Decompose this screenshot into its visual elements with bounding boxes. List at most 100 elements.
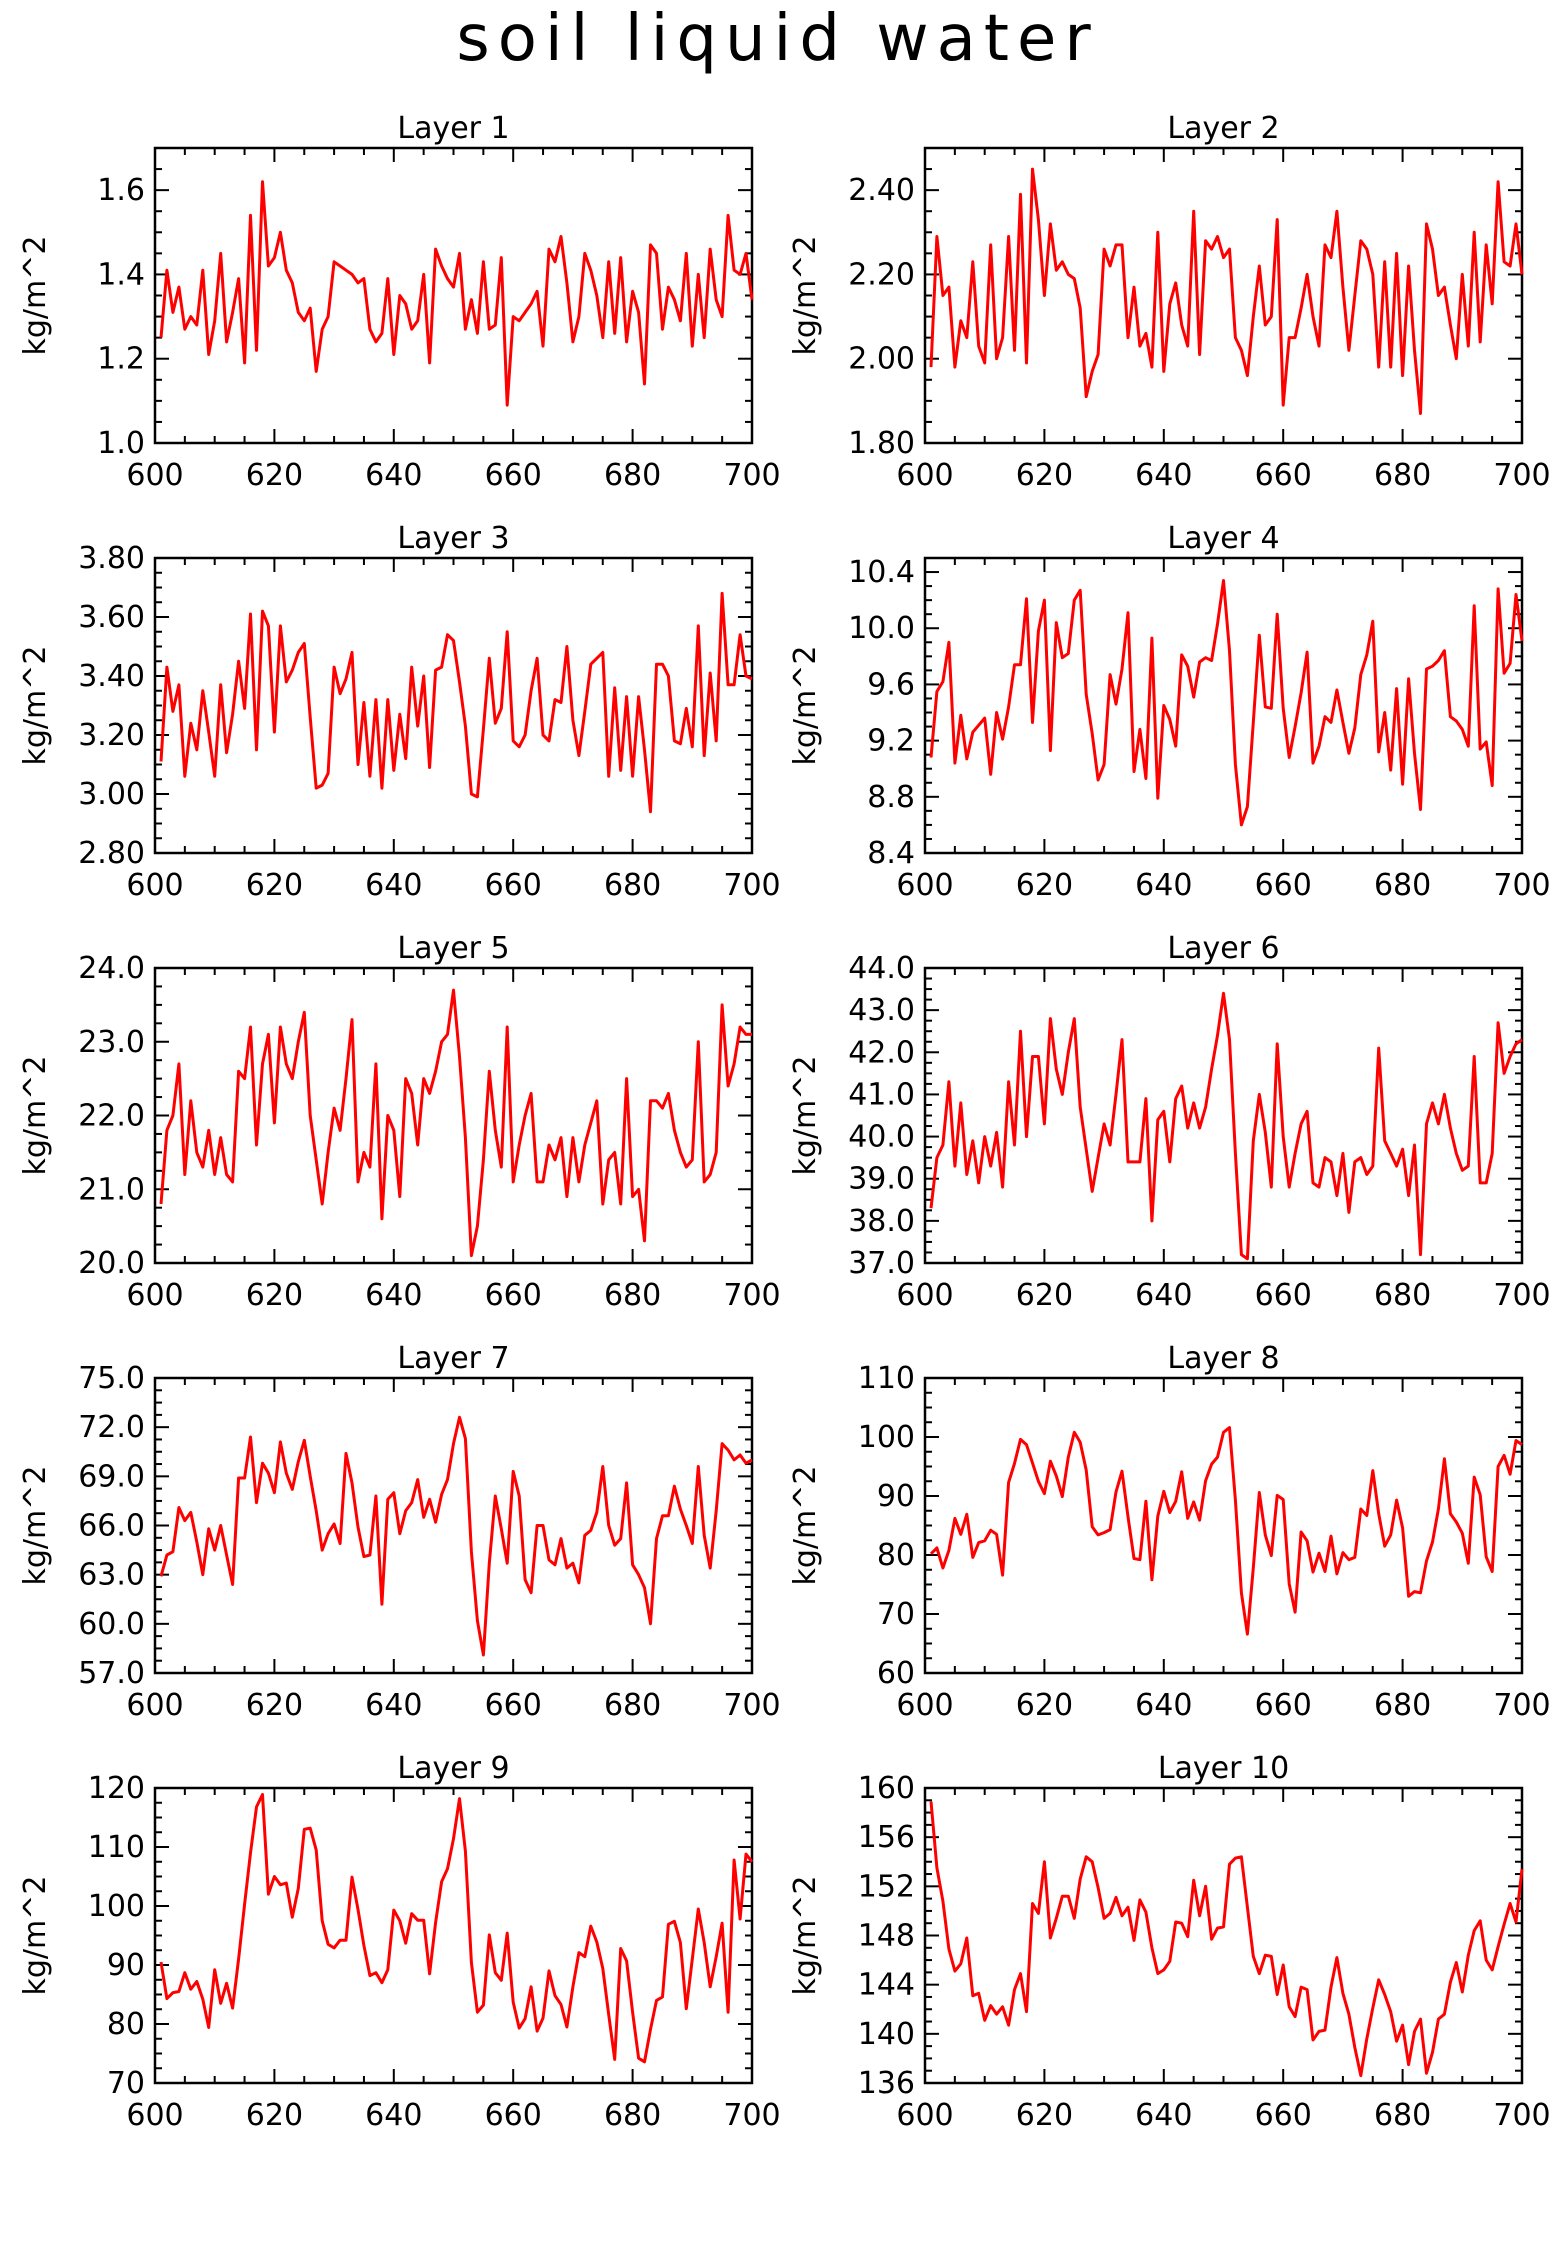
x-tick-label: 680 [604, 458, 661, 493]
y-tick-label: 120 [88, 1771, 145, 1806]
x-tick-label: 700 [723, 1688, 780, 1723]
x-tick-label: 620 [1016, 868, 1073, 903]
x-tick-label: 660 [485, 868, 542, 903]
x-tick-label: 640 [365, 1688, 422, 1723]
panel-layer-7: Layer 7 600 620 640 660 680 700 57.0 60.0 63.0 66.… [18, 1341, 781, 1723]
series-line [929, 1426, 1523, 1636]
y-tick-label: 39.0 [848, 1162, 915, 1197]
x-tick-label: 600 [126, 1688, 183, 1723]
y-tick-label: 38.0 [848, 1204, 915, 1239]
plot-frame [153, 966, 754, 1265]
panel-title: Layer 2 [1167, 111, 1279, 146]
x-tick-label: 700 [723, 1278, 780, 1313]
page-title: soil liquid water [456, 2, 1099, 76]
y-tick-label: 40.0 [848, 1120, 915, 1155]
y-tick-label: 41.0 [848, 1077, 915, 1112]
series-line [159, 180, 754, 407]
y-axis-label: kg/m^2 [788, 236, 823, 356]
y-tick-label: 2.80 [78, 836, 145, 871]
x-tick-label: 660 [1255, 1688, 1312, 1723]
x-tick-label: 600 [896, 1688, 953, 1723]
y-axis-label: kg/m^2 [18, 646, 53, 766]
y-tick-label: 10.0 [848, 611, 915, 646]
panel-layer-1: Layer 1 600 620 640 660 680 700 1.0 1.2 1.4 1.6 kg/… [18, 111, 781, 493]
x-tick-label: 660 [485, 458, 542, 493]
y-tick-label: 2.40 [848, 173, 915, 208]
x-tick-label: 620 [246, 2098, 303, 2133]
panel-title: Layer 10 [1158, 1751, 1289, 1786]
panel-layer-5: Layer 5 600 620 640 660 680 700 20.0 21.0 22.0 23.… [18, 931, 781, 1313]
x-tick-label: 680 [604, 1278, 661, 1313]
y-tick-label: 152 [858, 1869, 915, 1904]
series-line [929, 991, 1523, 1261]
y-tick-label: 3.40 [78, 659, 145, 694]
x-tick-label: 620 [246, 868, 303, 903]
y-tick-label: 66.0 [78, 1509, 145, 1544]
x-tick-label: 680 [604, 1688, 661, 1723]
y-tick-label: 148 [858, 1919, 915, 1954]
y-tick-label: 21.0 [78, 1172, 145, 1207]
x-tick-label: 600 [896, 458, 953, 493]
plot-frame [923, 1786, 1524, 2085]
x-tick-label: 640 [365, 2098, 422, 2133]
x-tick-label: 600 [126, 458, 183, 493]
plot-frame [923, 1376, 1524, 1675]
y-tick-label: 72.0 [78, 1410, 145, 1445]
panel-layer-10: Layer 10 600 620 640 660 680 700 136 140 144 148 15… [788, 1751, 1551, 2133]
panel-layer-3: Layer 3 600 620 640 660 680 700 2.80 3.00 3.20 3.4… [18, 521, 781, 903]
x-tick-label: 680 [604, 2098, 661, 2133]
x-tick-label: 700 [1493, 1278, 1550, 1313]
y-tick-label: 160 [858, 1771, 915, 1806]
y-tick-label: 24.0 [78, 951, 145, 986]
x-tick-label: 660 [485, 1278, 542, 1313]
y-tick-label: 90 [107, 1948, 145, 1983]
plot-frame [923, 556, 1524, 855]
x-tick-label: 620 [1016, 1688, 1073, 1723]
panel-title: Layer 3 [397, 521, 509, 556]
panel-title: Layer 7 [397, 1341, 509, 1376]
x-tick-label: 640 [365, 1278, 422, 1313]
x-tick-label: 620 [1016, 2098, 1073, 2133]
y-tick-label: 60 [877, 1656, 915, 1691]
y-tick-label: 80 [107, 2007, 145, 2042]
x-tick-label: 600 [896, 1278, 953, 1313]
y-tick-label: 2.00 [848, 342, 915, 377]
x-tick-label: 660 [1255, 458, 1312, 493]
y-tick-label: 110 [88, 1830, 145, 1865]
x-tick-label: 600 [126, 868, 183, 903]
panel-title: Layer 8 [1167, 1341, 1279, 1376]
y-tick-label: 69.0 [78, 1459, 145, 1494]
x-tick-label: 640 [365, 458, 422, 493]
y-axis-label: kg/m^2 [788, 646, 823, 766]
panel-title: Layer 9 [397, 1751, 509, 1786]
panel-title: Layer 4 [1167, 521, 1279, 556]
y-tick-label: 140 [858, 2017, 915, 2052]
x-tick-label: 700 [723, 868, 780, 903]
x-tick-label: 680 [1374, 1278, 1431, 1313]
x-tick-label: 680 [1374, 868, 1431, 903]
series-line [929, 579, 1524, 827]
y-tick-label: 9.2 [867, 724, 915, 759]
plot-frame [923, 146, 1524, 445]
y-tick-label: 60.0 [78, 1607, 145, 1642]
series-line [159, 988, 752, 1258]
panel-title: Layer 1 [397, 111, 509, 146]
y-tick-label: 80 [877, 1538, 915, 1573]
y-tick-label: 63.0 [78, 1558, 145, 1593]
y-tick-label: 42.0 [848, 1035, 915, 1070]
y-tick-label: 3.20 [78, 718, 145, 753]
y-tick-label: 1.0 [97, 426, 145, 461]
panel-title: Layer 6 [1167, 931, 1279, 966]
y-tick-label: 23.0 [78, 1025, 145, 1060]
panel-layer-6: Layer 6 600 620 640 660 680 700 37.0 38.0 39.0 40.… [788, 931, 1551, 1313]
panel-layer-8: Layer 8 600 620 640 660 680 700 60 70 80 90 100 110 k… [788, 1341, 1551, 1723]
y-axis-label: kg/m^2 [788, 1876, 823, 1996]
x-tick-label: 620 [1016, 458, 1073, 493]
panel-layer-2: Layer 2 600 620 640 660 680 700 1.80 2.00 2.20 2.4… [788, 111, 1551, 493]
series-line [929, 1801, 1524, 2078]
series-line [159, 1415, 753, 1657]
x-tick-label: 640 [1135, 458, 1192, 493]
y-tick-label: 156 [858, 1820, 915, 1855]
y-tick-label: 1.2 [97, 342, 145, 377]
x-tick-label: 620 [246, 1278, 303, 1313]
